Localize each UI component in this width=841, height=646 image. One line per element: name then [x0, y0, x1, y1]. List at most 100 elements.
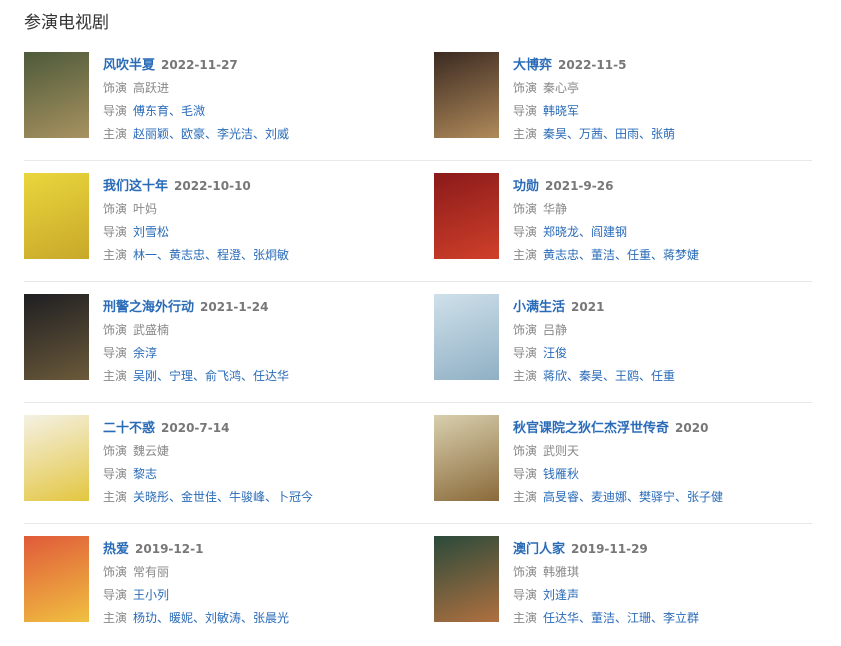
role-label: 饰演 — [103, 323, 128, 337]
poster[interactable] — [24, 415, 89, 501]
drama-date: 2020-7-14 — [161, 421, 230, 435]
title-line: 秋官课院之狄仁杰浮世传奇 2020 — [513, 417, 723, 440]
poster[interactable] — [24, 52, 89, 138]
section-title: 参演电视剧 — [24, 13, 109, 33]
title-line: 功勋 2021-9-26 — [513, 175, 699, 198]
drama-info: 澳门人家 2019-11-29 饰演 韩雅琪 导演 刘逢声 主演 任达华、董洁、江珊、李立群 — [513, 538, 699, 630]
director[interactable]: 汪俊 — [543, 346, 568, 360]
director[interactable]: 余淳 — [133, 346, 158, 360]
director[interactable]: 韩晓军 — [543, 104, 580, 118]
director[interactable]: 钱雁秋 — [543, 467, 580, 481]
drama-info: 秋官课院之狄仁杰浮世传奇 2020 饰演 武则天 导演 钱雁秋 主演 高旻睿、麦迪娜、樊驿宁、… — [513, 417, 723, 509]
role-line: 饰演 秦心亭 — [513, 77, 675, 100]
cast-label: 主演 — [103, 611, 128, 625]
drama-title[interactable]: 小满生活 — [513, 300, 566, 315]
drama-title[interactable]: 澳门人家 — [513, 542, 566, 557]
drama-title[interactable]: 大博弈 — [513, 58, 553, 73]
drama-date: 2021-9-26 — [545, 179, 614, 193]
drama-title[interactable]: 二十不惑 — [103, 421, 156, 436]
director-label: 导演 — [513, 104, 538, 118]
director-label: 导演 — [103, 467, 128, 481]
cast-label: 主演 — [513, 611, 538, 625]
director[interactable]: 刘逢声 — [543, 588, 580, 602]
role: 华静 — [543, 202, 568, 216]
cast-label: 主演 — [513, 490, 538, 504]
director[interactable]: 郑晓龙、阎建钢 — [543, 225, 628, 239]
director[interactable]: 王小列 — [133, 588, 170, 602]
drama-item: 大博弈 2022-11-5 饰演 秦心亭导演 韩晓军主演 秦昊、万茜、田雨、张萌 — [434, 52, 824, 162]
role: 武则天 — [543, 444, 580, 458]
director-label: 导演 — [103, 225, 128, 239]
cast-label: 主演 — [103, 490, 128, 504]
role-line: 饰演 魏云婕 — [103, 440, 313, 463]
drama-info: 二十不惑 2020-7-14 饰演 魏云婕 导演 黎志 主演 关晓彤、金世佳、牛骏峰、卜冠今 — [103, 417, 313, 509]
divider — [24, 281, 812, 282]
role-line: 饰演 华静 — [513, 198, 699, 221]
drama-title[interactable]: 刑警之海外行动 — [103, 300, 195, 315]
poster[interactable] — [434, 294, 499, 380]
role-label: 饰演 — [103, 202, 128, 216]
cast[interactable]: 吴刚、宁理、俞飞鸿、任达华 — [133, 369, 290, 383]
title-line: 澳门人家 2019-11-29 — [513, 538, 699, 561]
drama-title[interactable]: 热爱 — [103, 542, 130, 557]
drama-info: 我们这十年 2022-10-10 饰演 叶妈 导演 刘雪松 主演 林一、黄志忠、程澄、张炯敏 — [103, 175, 289, 267]
cast-label: 主演 — [103, 369, 128, 383]
role: 高跃进 — [133, 81, 170, 95]
cast-line: 主演 杨玏、暖妮、刘敏涛、张晨光 — [103, 607, 289, 630]
role-label: 饰演 — [513, 81, 538, 95]
poster[interactable] — [434, 415, 499, 501]
drama-info: 刑警之海外行动 2021-1-24 饰演 武盛楠 导演 余淳 主演 吴刚、宁理、俞飞鸿、任达华 — [103, 296, 289, 388]
role: 吕静 — [543, 323, 568, 337]
cast-line: 主演 蒋欣、秦昊、王鸥、任重 — [513, 365, 675, 388]
role-line: 饰演 高跃进 — [103, 77, 289, 100]
cast-line: 主演 赵丽颖、欧豪、李光洁、刘威 — [103, 123, 289, 146]
cast[interactable]: 黄志忠、董洁、任重、蒋梦婕 — [543, 248, 700, 262]
cast[interactable]: 高旻睿、麦迪娜、樊驿宁、张子健 — [543, 490, 724, 504]
drama-title[interactable]: 风吹半夏 — [103, 58, 156, 73]
divider — [24, 523, 812, 524]
divider — [24, 160, 812, 161]
director-label: 导演 — [513, 467, 538, 481]
cast[interactable]: 蒋欣、秦昊、王鸥、任重 — [543, 369, 676, 383]
cast[interactable]: 赵丽颖、欧豪、李光洁、刘威 — [133, 127, 290, 141]
drama-info: 大博弈 2022-11-5 饰演 秦心亭导演 韩晓军主演 秦昊、万茜、田雨、张萌 — [513, 54, 675, 146]
poster[interactable] — [24, 294, 89, 380]
director[interactable]: 傅东育、毛溦 — [133, 104, 206, 118]
director[interactable]: 黎志 — [133, 467, 158, 481]
drama-title[interactable]: 秋官课院之狄仁杰浮世传奇 — [513, 421, 670, 436]
drama-title[interactable]: 我们这十年 — [103, 179, 169, 194]
director-label: 导演 — [103, 588, 128, 602]
drama-info: 热爱 2019-12-1 饰演 常有丽 导演 王小列 主演 杨玏、暖妮、刘敏涛、张晨光 — [103, 538, 289, 630]
drama-item: 风吹半夏 2022-11-27 饰演 高跃进导演 傅东育、毛溦主演 赵丽颖、欧豪、李光洁、… — [24, 52, 414, 162]
poster[interactable] — [434, 536, 499, 622]
director-label: 导演 — [103, 346, 128, 360]
poster[interactable] — [24, 173, 89, 259]
poster[interactable] — [434, 52, 499, 138]
role-label: 饰演 — [513, 565, 538, 579]
director-line: 导演 王小列 — [103, 584, 289, 607]
director-label: 导演 — [513, 346, 538, 360]
director-label: 导演 — [103, 104, 128, 118]
director-line: 导演 刘逢声 — [513, 584, 699, 607]
title-line: 热爱 2019-12-1 — [103, 538, 289, 561]
poster[interactable] — [24, 536, 89, 622]
role-line: 饰演 武则天 — [513, 440, 723, 463]
title-line: 我们这十年 2022-10-10 — [103, 175, 289, 198]
cast-line: 主演 高旻睿、麦迪娜、樊驿宁、张子健 — [513, 486, 723, 509]
cast[interactable]: 林一、黄志忠、程澄、张炯敏 — [133, 248, 290, 262]
cast[interactable]: 关晓彤、金世佳、牛骏峰、卜冠今 — [133, 490, 314, 504]
cast-line: 主演 黄志忠、董洁、任重、蒋梦婕 — [513, 244, 699, 267]
director[interactable]: 刘雪松 — [133, 225, 170, 239]
drama-title[interactable]: 功勋 — [513, 179, 540, 194]
cast[interactable]: 秦昊、万茜、田雨、张萌 — [543, 127, 676, 141]
cast[interactable]: 杨玏、暖妮、刘敏涛、张晨光 — [133, 611, 290, 625]
cast[interactable]: 任达华、董洁、江珊、李立群 — [543, 611, 700, 625]
poster[interactable] — [434, 173, 499, 259]
cast-label: 主演 — [513, 369, 538, 383]
drama-date: 2022-11-5 — [558, 58, 627, 72]
drama-date: 2022-11-27 — [161, 58, 238, 72]
cast-label: 主演 — [513, 248, 538, 262]
cast-line: 主演 秦昊、万茜、田雨、张萌 — [513, 123, 675, 146]
director-line: 导演 黎志 — [103, 463, 313, 486]
drama-info: 风吹半夏 2022-11-27 饰演 高跃进导演 傅东育、毛溦主演 赵丽颖、欧豪、李光洁、… — [103, 54, 289, 146]
